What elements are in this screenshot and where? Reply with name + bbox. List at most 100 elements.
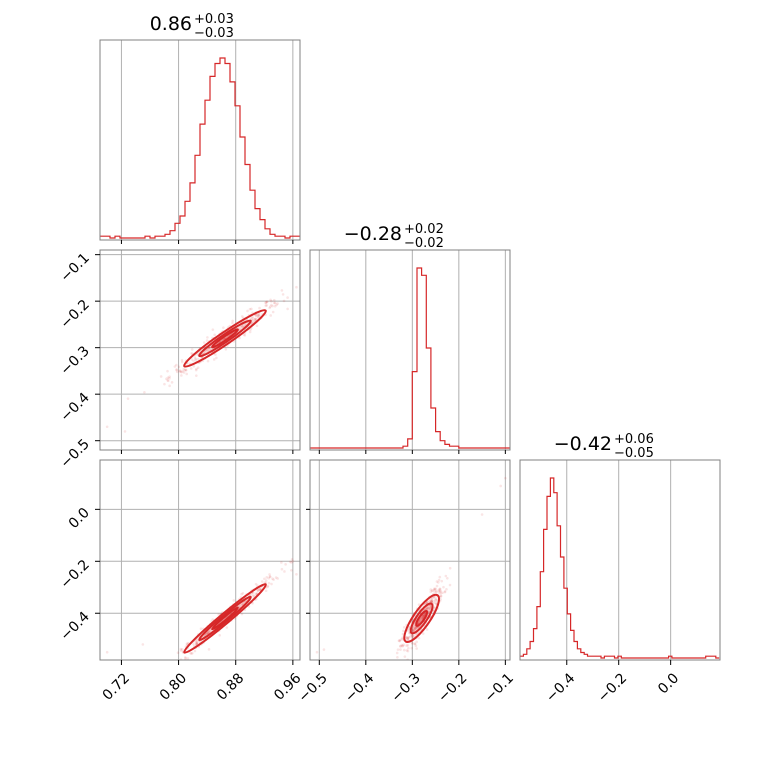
scatter-point	[207, 630, 210, 634]
scatter-point	[291, 559, 295, 563]
scatter-point	[271, 304, 274, 308]
scatter-point	[251, 319, 255, 322]
scatter-point	[193, 356, 197, 359]
x-tick-label: −0.2	[595, 670, 630, 705]
scatter-point	[421, 614, 425, 618]
scatter-point	[396, 648, 400, 651]
scatter-point	[268, 573, 271, 576]
scatter-point	[270, 582, 273, 586]
scatter-point	[254, 317, 257, 320]
scatter-point	[412, 626, 416, 629]
scatter-point	[439, 594, 442, 598]
scatter-point	[159, 671, 162, 674]
scatter-point	[439, 590, 442, 593]
scatter-point	[428, 600, 431, 603]
scatter-point	[249, 317, 253, 320]
scatter-point	[272, 298, 276, 302]
scatter-point	[257, 316, 260, 319]
scatter-point	[178, 369, 182, 372]
scatter-point	[414, 626, 417, 629]
x-tick-label: −0.1	[482, 670, 517, 705]
scatter-point	[242, 601, 245, 605]
scatter-point	[421, 616, 424, 620]
scatter-point	[166, 376, 170, 379]
scatter-point	[411, 629, 414, 632]
histogram-panel-0	[99, 39, 301, 241]
scatter-point	[144, 679, 147, 682]
scatter-point	[405, 649, 409, 652]
scatter-point	[276, 577, 279, 580]
scatter-point	[284, 563, 287, 566]
y-tick-label: −0.5	[57, 436, 92, 471]
scatter-point	[265, 576, 269, 579]
scatter-point	[225, 626, 229, 629]
scatter-point	[417, 636, 421, 640]
scatter-point	[186, 641, 190, 645]
scatter-point	[400, 643, 404, 647]
scatter-point	[401, 637, 404, 641]
scatter-point	[190, 352, 193, 355]
scatter-point	[442, 585, 445, 589]
scatter-point	[396, 655, 399, 659]
scatter-point	[270, 300, 273, 303]
scatter-point	[286, 307, 289, 311]
x-tick-label: 0.80	[157, 670, 190, 703]
scatter-point	[183, 656, 187, 659]
scatter-point	[123, 430, 127, 433]
scatter-point	[405, 636, 409, 639]
scatter-point	[432, 596, 435, 599]
title-value: −0.28	[344, 223, 402, 245]
y-tick-label: −0.4	[57, 390, 92, 425]
scatter-point	[199, 627, 203, 631]
scatter-point	[480, 513, 484, 516]
scatter-point	[430, 599, 433, 603]
density-contour	[183, 309, 267, 368]
scatter-point	[427, 607, 431, 610]
scatter-point	[315, 650, 319, 654]
scatter-point	[179, 647, 183, 651]
scatter-point	[413, 642, 417, 646]
scatter-point	[256, 313, 260, 317]
scatter-point	[258, 306, 261, 310]
scatter-point	[322, 648, 326, 651]
title-plus-error: +0.02	[404, 222, 444, 237]
scatter-point	[155, 680, 158, 683]
scatter-point	[418, 620, 421, 624]
scatter-point	[295, 285, 298, 289]
scatter-point	[181, 370, 185, 373]
scatter-point	[208, 629, 212, 633]
x-tick-label: −0.5	[296, 670, 331, 705]
scatter-point	[141, 643, 145, 646]
scatter-point	[195, 642, 199, 645]
scatter-point	[254, 582, 258, 586]
scatter-point	[417, 603, 421, 606]
scatter-point	[177, 665, 180, 668]
scatter-point	[280, 567, 284, 571]
scatter-point	[188, 362, 192, 365]
scatter-point	[184, 368, 188, 372]
scatter-point	[437, 588, 441, 592]
scatter-point	[401, 644, 405, 648]
scatter-point	[182, 367, 186, 371]
scatter-point	[224, 347, 228, 351]
scatter-point	[429, 590, 433, 594]
scatter-point	[159, 375, 163, 378]
pair-panel-0-2	[99, 459, 315, 683]
scatter-point	[185, 642, 189, 646]
scatter-point	[379, 675, 382, 678]
x-tick-label: −0.3	[389, 670, 424, 705]
scatter-point	[105, 650, 109, 654]
scatter-point	[240, 612, 244, 616]
scatter-point	[264, 589, 268, 593]
x-tick-label: 0.72	[100, 670, 133, 703]
scatter-point	[420, 616, 424, 620]
scatter-point	[195, 374, 198, 377]
scatter-point	[207, 648, 211, 651]
density-contour	[198, 595, 252, 642]
scatter-point	[180, 360, 184, 364]
scatter-point	[250, 307, 253, 311]
scatter-point	[256, 589, 260, 592]
scatter-point	[312, 540, 315, 543]
scatter-point	[434, 599, 438, 602]
scatter-point	[275, 303, 278, 307]
